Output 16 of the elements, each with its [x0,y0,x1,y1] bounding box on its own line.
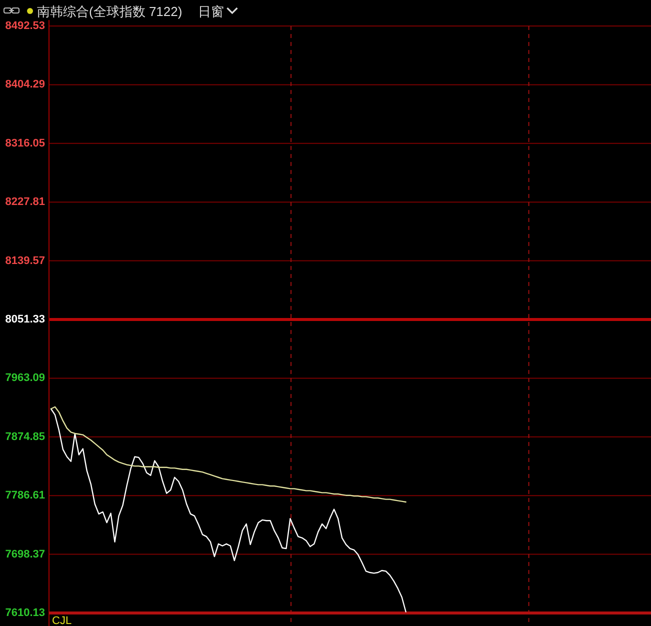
y-tick-label: 8404.29 [5,78,45,91]
y-tick-label: 7698.37 [5,548,45,560]
y-tick-label: 8316.05 [5,137,45,150]
y-tick-label: 8492.53 [5,20,45,32]
line-series [50,408,406,612]
y-tick-label: 7963.09 [5,372,45,384]
text: CJL [52,615,72,626]
y-tick-label: 8227.81 [5,196,45,208]
chart-title: 南韩综合(全球指数 7122) [37,4,182,19]
y-tick-label: 7786.61 [5,490,45,502]
line-series [50,406,406,503]
y-tick-label: 7610.13 [5,607,45,619]
y-tick-label: 7874.85 [5,430,45,443]
y-tick-label: 8139.57 [5,254,45,267]
chart-subtitle: 日窗 [198,4,224,19]
y-tick-label: 8051.33 [5,314,45,326]
